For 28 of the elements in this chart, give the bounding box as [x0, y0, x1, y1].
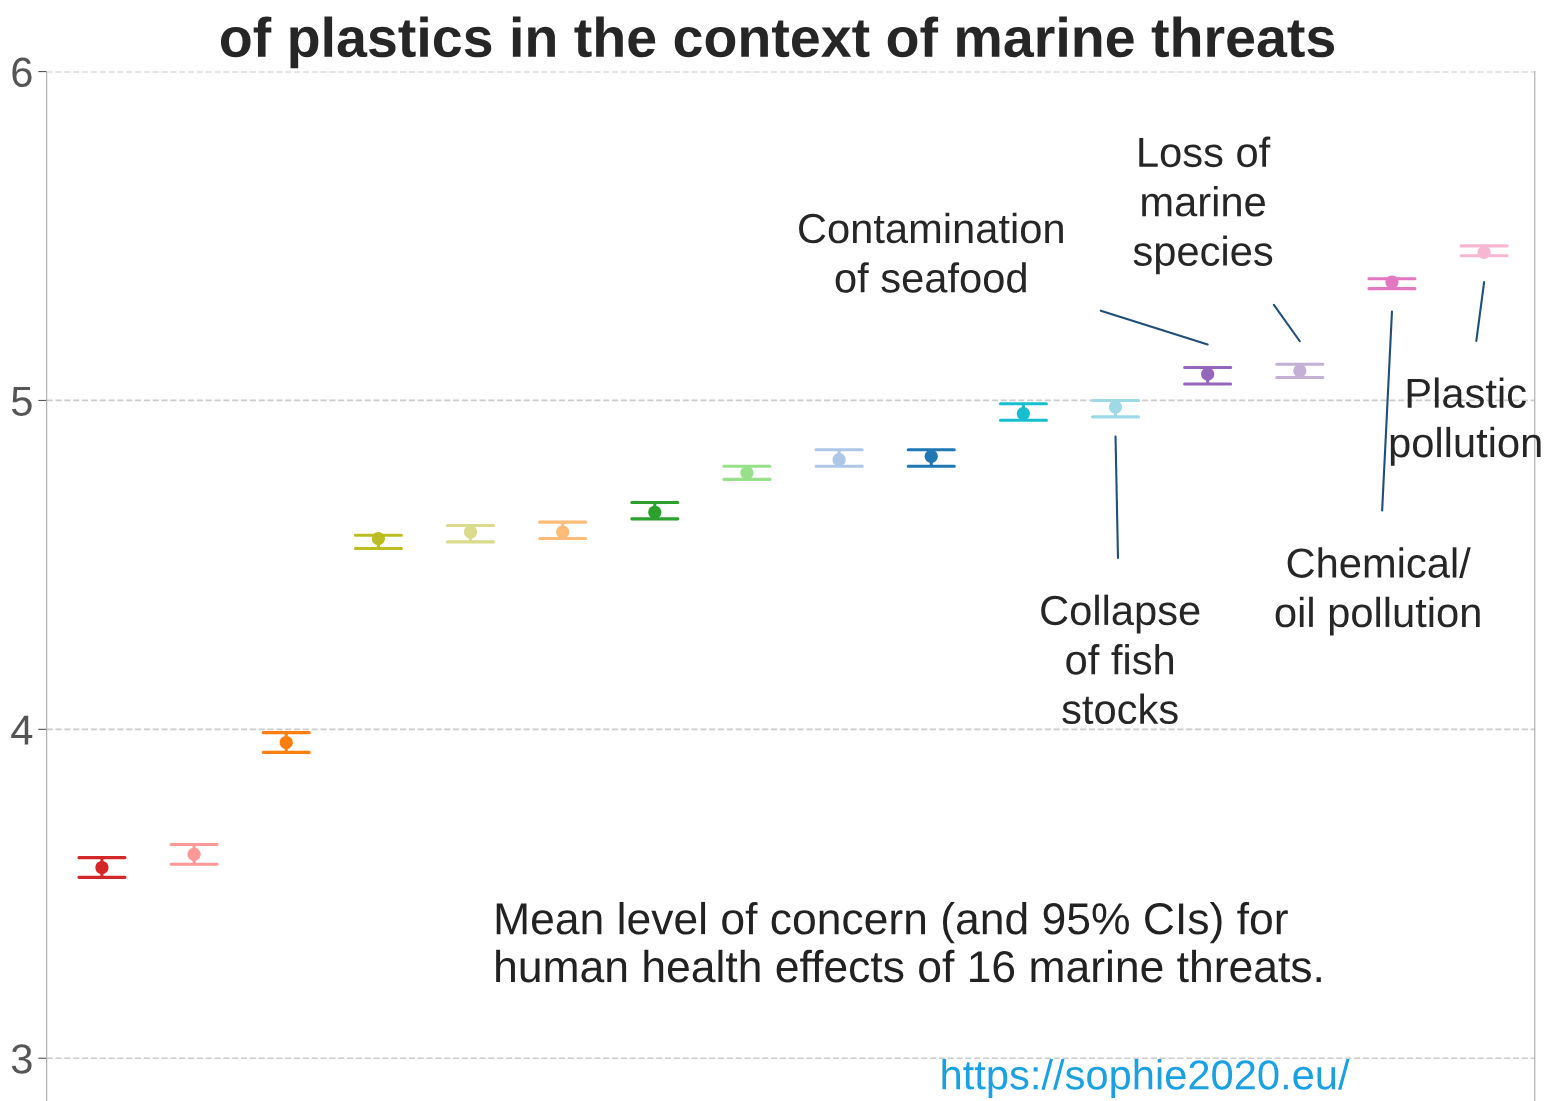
point	[740, 466, 754, 480]
annotation: Collapse of fish stocks	[1041, 594, 1200, 725]
annotation: Loss of marine species	[1133, 136, 1273, 275]
chart-title: of plastics in the context of marine threats	[220, 16, 1335, 69]
point	[832, 453, 846, 467]
annotation: Plastic pollution	[1390, 377, 1541, 466]
annotation: Mean level of concern (and 95% CIs) for human health effects of 16 marine threats.	[496, 901, 1321, 983]
point	[1201, 367, 1215, 381]
point	[463, 525, 478, 539]
point	[1108, 400, 1123, 414]
point	[187, 847, 201, 861]
point	[279, 735, 293, 750]
point	[1293, 364, 1307, 378]
point	[556, 525, 570, 539]
y-tick-label: 4	[11, 715, 33, 745]
annotation: Contamination of seafood	[799, 212, 1063, 293]
point	[1385, 275, 1399, 289]
y-tick-label: 3	[11, 1044, 32, 1074]
y-tick-label: 5	[11, 386, 32, 416]
point	[1477, 245, 1491, 260]
point	[371, 532, 385, 546]
point	[95, 860, 109, 875]
y-tick-label: 6	[12, 57, 32, 88]
point	[648, 505, 662, 519]
annotation: Chemical/ oil pollution	[1275, 547, 1480, 636]
annotation: https://sophie2020.eu/	[942, 1059, 1350, 1098]
point	[924, 449, 938, 463]
point	[1016, 407, 1030, 421]
